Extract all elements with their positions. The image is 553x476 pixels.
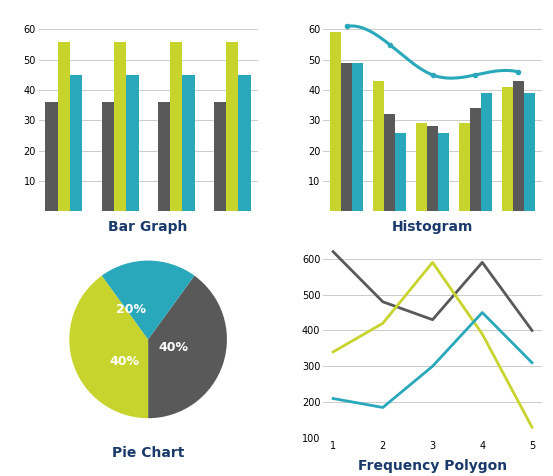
- Bar: [502, 87, 513, 211]
- Bar: [458, 123, 470, 211]
- Bar: [513, 81, 524, 211]
- Wedge shape: [148, 276, 227, 418]
- Bar: [330, 32, 341, 211]
- Wedge shape: [102, 260, 195, 339]
- Bar: [470, 108, 481, 211]
- Bar: [416, 123, 427, 211]
- Bar: [158, 102, 170, 211]
- Text: 40%: 40%: [158, 341, 189, 354]
- Bar: [58, 41, 70, 211]
- Bar: [102, 102, 114, 211]
- Bar: [481, 93, 492, 211]
- Bar: [341, 63, 352, 211]
- Bar: [70, 75, 82, 211]
- Bar: [226, 41, 238, 211]
- Bar: [238, 75, 251, 211]
- Bar: [126, 75, 139, 211]
- Bar: [524, 93, 535, 211]
- X-axis label: Pie Chart: Pie Chart: [112, 446, 184, 460]
- Bar: [114, 41, 126, 211]
- Bar: [384, 114, 395, 211]
- Bar: [214, 102, 226, 211]
- Bar: [170, 41, 182, 211]
- X-axis label: Bar Graph: Bar Graph: [108, 219, 188, 234]
- Bar: [182, 75, 195, 211]
- Bar: [352, 63, 363, 211]
- Bar: [373, 81, 384, 211]
- Text: 40%: 40%: [109, 355, 139, 368]
- Bar: [45, 102, 58, 211]
- Bar: [438, 132, 449, 211]
- Bar: [395, 132, 406, 211]
- X-axis label: Histogram: Histogram: [392, 219, 473, 234]
- X-axis label: Frequency Polygon: Frequency Polygon: [358, 459, 507, 473]
- Text: 20%: 20%: [116, 303, 146, 316]
- Wedge shape: [69, 276, 148, 418]
- Bar: [427, 127, 438, 211]
